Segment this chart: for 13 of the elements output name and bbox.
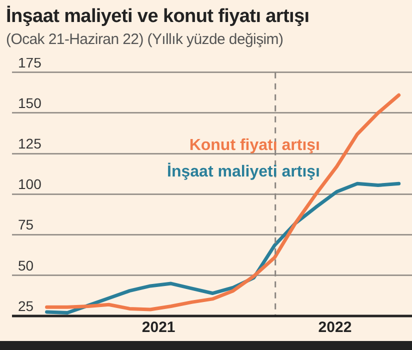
y-tick-label: 75 — [18, 216, 34, 233]
y-tick-label: 100 — [18, 176, 42, 192]
y-tick-label: 50 — [18, 257, 34, 274]
chart-title: İnşaat maliyeti ve konut fiyatı artışı — [6, 6, 310, 28]
y-tick-label: 125 — [18, 135, 42, 152]
series-label: Konut fiyatı artışı — [189, 136, 320, 154]
y-tick-label: 25 — [18, 298, 34, 314]
chart-subtitle: (Ocak 21-Haziran 22) (Yıllık yüzde değişim) — [6, 31, 284, 48]
x-tick-label: 2022 — [318, 319, 352, 336]
series-label: İnşaat maliyeti artışı — [167, 162, 320, 181]
x-tick-label: 2021 — [142, 319, 176, 336]
y-tick-label: 175 — [18, 54, 42, 70]
y-tick-label: 150 — [18, 94, 42, 111]
